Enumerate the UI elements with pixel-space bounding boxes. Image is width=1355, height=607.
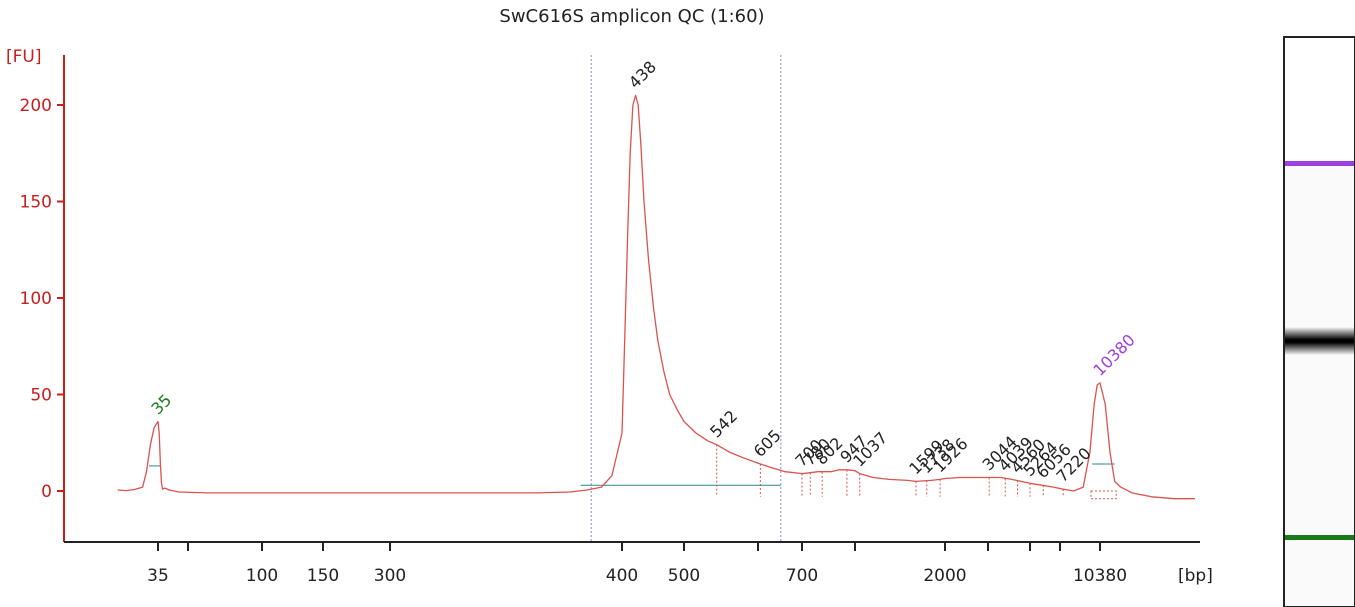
x-tick-label: 400 <box>606 566 638 586</box>
gel-lane-background <box>1285 38 1354 162</box>
x-tick-label: 35 <box>147 566 169 586</box>
y-tick-label: 100 <box>20 289 52 309</box>
x-tick-label: 300 <box>374 566 406 586</box>
y-axis-label: [FU] <box>6 47 42 67</box>
y-tick-label: 150 <box>20 193 52 213</box>
y-tick-label: 0 <box>41 482 52 502</box>
x-tick-label: 700 <box>786 566 818 586</box>
gel-lane <box>1283 36 1355 607</box>
peak-label: 10380 <box>1089 330 1138 379</box>
peak-label: 35 <box>147 391 175 419</box>
x-tick-label: 2000 <box>923 566 966 586</box>
x-tick-label: 150 <box>307 566 339 586</box>
gel-band-upper-marker <box>1285 161 1354 166</box>
peak-label: 438 <box>625 57 660 92</box>
x-tick-label: 100 <box>246 566 278 586</box>
chart-title: SwC616S amplicon QC (1:60) <box>499 6 764 27</box>
x-tick-label: 10380 <box>1073 566 1127 586</box>
y-tick-label: 200 <box>20 96 52 116</box>
x-tick-label: 500 <box>668 566 700 586</box>
plot-area: 0 50 100 150 200 35 100 150 300 400 500 700 2000 1038… <box>20 55 1200 586</box>
electropherogram-trace <box>117 94 1195 500</box>
peak-label: 542 <box>706 406 741 441</box>
gel-band-main <box>1285 327 1354 355</box>
peak-label: 605 <box>750 426 785 461</box>
y-tick-label: 50 <box>30 386 52 406</box>
gel-band-lower-marker <box>1285 535 1354 540</box>
x-axis-label: [bp] <box>1178 566 1213 586</box>
marker-integration-box <box>1090 490 1117 500</box>
